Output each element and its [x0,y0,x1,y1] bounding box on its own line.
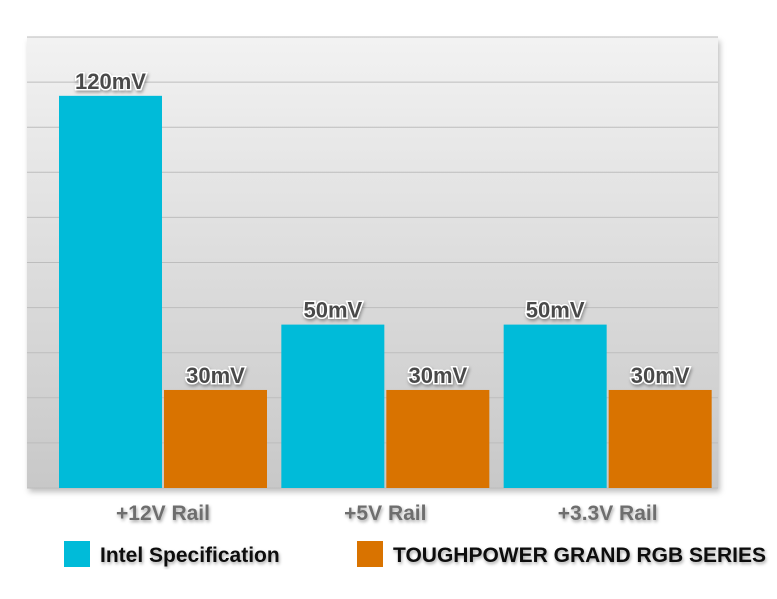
bar-intel [281,324,385,488]
data-label: 30mV [631,363,690,388]
bar-intel [503,324,607,488]
legend-label: TOUGHPOWER GRAND RGB SERIES [393,544,766,567]
legend-swatch [64,541,90,567]
x-tick-label: +3.3V Rail [558,502,658,525]
bar-intel [59,95,162,489]
x-tick-label: +5V Rail [344,502,426,525]
data-label: 30mV [408,363,467,388]
bar-toughpower [386,389,490,488]
data-label: 120mV [75,69,146,94]
bar-toughpower [608,389,712,488]
data-label: 50mV [526,298,585,323]
legend-swatch [357,541,383,567]
legend-label: Intel Specification [100,544,280,567]
bar-toughpower [164,389,267,488]
data-label: 50mV [303,298,362,323]
x-tick-label: +12V Rail [116,502,210,525]
data-label: 30mV [186,363,245,388]
